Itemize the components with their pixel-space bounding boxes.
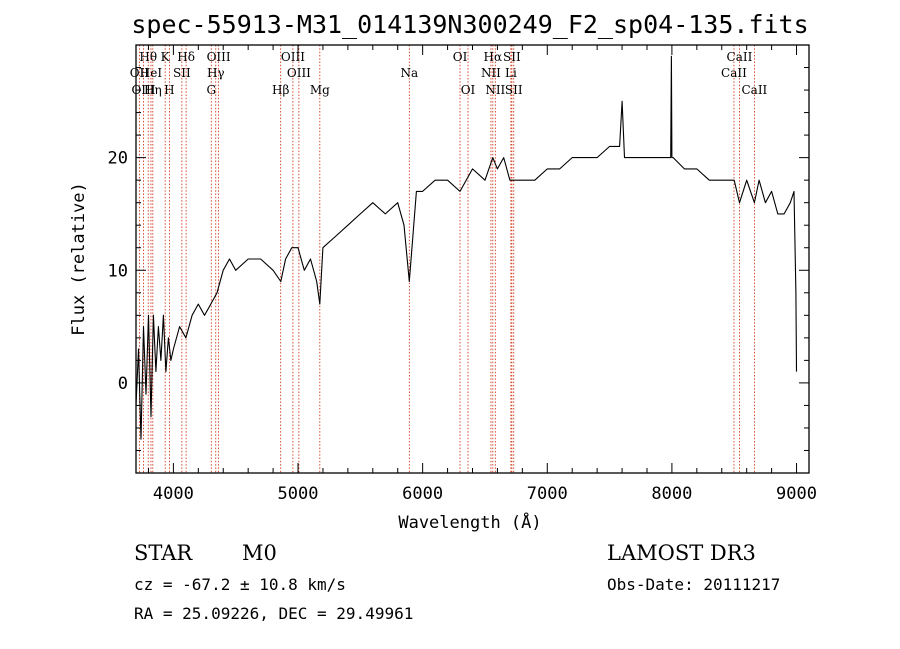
y-tick-label: 0 [118,374,128,394]
x-tick-label: 8000 [651,484,692,504]
x-axis-label: Wavelength (Å) [398,511,541,533]
plot-frame [135,44,810,474]
spectral-line-label: Hα [484,50,503,64]
spectral-line-label: Na [400,66,418,80]
spectral-line-label: Hη [144,83,162,97]
spectral-line-label: OIII [207,50,231,64]
spectral-line-labels: Hθ OII OIII HeI Hη K H SII Hδ OIII Hγ G Hβ OIII OIII Mg… [130,50,768,97]
spectral-line-label: H [164,83,174,97]
spectral-line-label: OIII [287,66,311,80]
spectral-line-label: Hδ [177,50,195,64]
spectral-line-label: CaII [721,66,747,80]
y-axis-label: Flux (relative) [69,182,89,336]
spectral-line-label: Hβ [272,83,289,97]
spectral-line-label: CaII [727,50,753,64]
x-tick-label: 4000 [153,484,194,504]
object-subclass: M0 [242,541,277,565]
redshift-text: cz = -67.2 ± 10.8 km/s [134,575,346,594]
spectral-line-label: K [161,50,171,64]
spectral-line-markers [138,45,755,473]
spectral-line-label: SII [173,66,191,80]
spectral-line-label: Li [505,66,517,80]
spectral-line-label: G [206,83,216,97]
obs-date: Obs-Date: 20111217 [607,575,780,594]
spectral-line-label: NII [485,83,505,97]
coordinates: RA = 25.09226, DEC = 29.49961 [134,604,413,623]
spectral-line-label: Mg [310,83,330,97]
spectral-line-label: HeI [140,66,163,80]
y-axis-ticks: 0 10 20 [108,67,809,451]
y-tick-label: 20 [108,149,128,169]
spectral-line-label: OII [130,66,150,80]
survey-name: LAMOST DR3 [607,541,756,565]
x-axis-ticks: 4000 5000 6000 7000 8000 9000 [147,45,817,504]
spectral-line-label: SII [505,83,523,97]
spectral-line-label: Hθ [139,50,157,64]
x-tick-label: 7000 [527,484,568,504]
x-tick-label: 6000 [402,484,443,504]
spectral-line-label: NII [481,66,501,80]
spectral-line-label: Hγ [207,66,225,80]
spectral-line-label: OIII [131,83,155,97]
spectral-line-label: CaII [741,83,767,97]
spectrum-line [135,55,798,440]
spectral-line-label: SII [503,50,521,64]
spectral-line-label: OI [453,50,468,64]
spectral-line-label: OIII [281,50,305,64]
x-tick-label: 9000 [776,484,817,504]
x-tick-label: 5000 [278,484,319,504]
spectral-line-label: OI [461,83,476,97]
object-class: STAR [134,541,193,565]
chart-title: spec-55913-M31_014139N300249_F2_sp04-135… [131,10,808,39]
y-tick-label: 10 [108,261,128,281]
